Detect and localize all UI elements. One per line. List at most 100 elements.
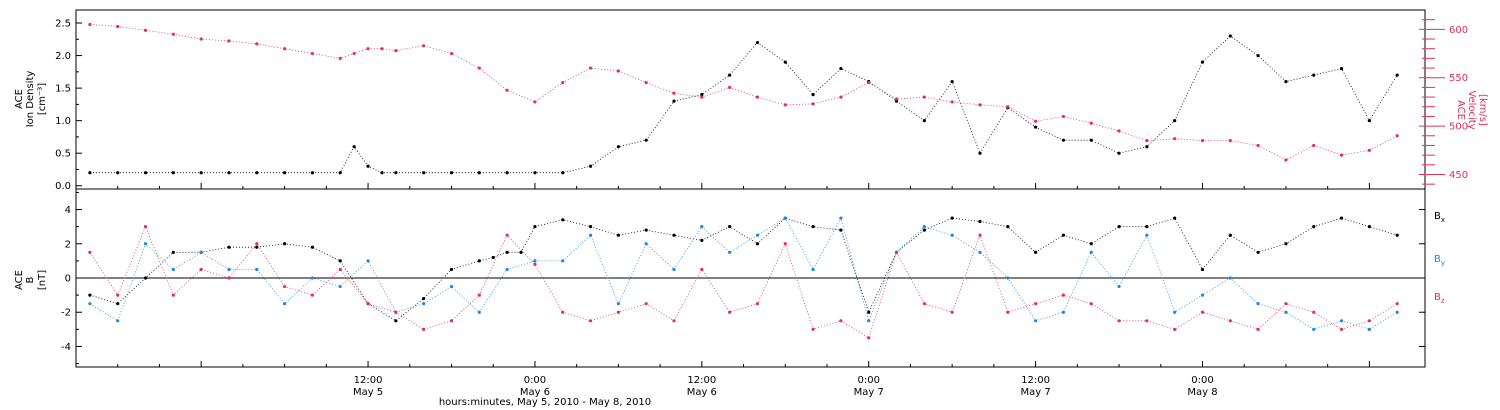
- bx-point: [1006, 225, 1010, 229]
- bx-point: [1173, 216, 1177, 220]
- velocity-point: [672, 91, 676, 95]
- velocity-tick-label: 450: [1449, 170, 1468, 181]
- velocity-tick-label: 550: [1449, 73, 1468, 84]
- x-tick-time-label: 0:00: [524, 375, 546, 386]
- by-point: [616, 302, 620, 306]
- by-point: [1089, 250, 1093, 254]
- by-point: [1061, 310, 1066, 314]
- x-axis-title: hours:minutes, May 5, 2010 - May 8, 2010: [439, 397, 651, 408]
- bz-point: [588, 319, 593, 323]
- bz-point: [1200, 310, 1205, 314]
- velocity-ylabel-line2: Velocity: [1466, 90, 1477, 129]
- density-point: [143, 171, 148, 175]
- bz-point: [1006, 310, 1010, 314]
- density-ylabel-line3: [cm⁻³]: [37, 83, 48, 115]
- bfield-ylabel-line2: B: [25, 276, 36, 283]
- bz-point: [227, 276, 231, 280]
- velocity-point: [505, 88, 509, 92]
- velocity-point: [1395, 134, 1399, 138]
- bfield-ylabel-line3: [nT]: [37, 270, 48, 290]
- velocity-point: [588, 66, 593, 70]
- bx-point: [1339, 216, 1344, 220]
- velocity-point: [1006, 105, 1010, 109]
- density-point: [255, 171, 259, 175]
- density-point: [394, 171, 398, 175]
- velocity-point: [755, 95, 760, 99]
- density-point: [283, 171, 287, 175]
- velocity-ylabel-line3: [km/s]: [1477, 94, 1488, 126]
- bx-point: [950, 216, 954, 220]
- by-point: [811, 267, 815, 272]
- bz-point: [1173, 327, 1177, 331]
- density-ylabel-line2: Ion Density: [25, 71, 36, 128]
- bottom-panel-axes: -4 -2 0 2 4: [61, 191, 1425, 365]
- velocity-point: [143, 28, 148, 32]
- velocity-point: [1339, 153, 1344, 157]
- velocity-point: [477, 66, 481, 70]
- by-point: [116, 319, 120, 323]
- velocity-point: [310, 51, 315, 56]
- density-point: [477, 171, 481, 175]
- velocity-point: [1256, 143, 1260, 148]
- velocity-tick-label: 600: [1449, 25, 1468, 36]
- bfield-tick-label: -4: [61, 342, 71, 353]
- bfield-tick-label: 2: [65, 239, 71, 250]
- bx-point: [338, 259, 342, 263]
- bx-trace: [89, 217, 1398, 322]
- bx-point: [561, 218, 565, 222]
- density-tick-label: 1.5: [55, 84, 71, 95]
- density-trace: [89, 35, 1398, 174]
- x-tick-day-label: May 8: [1187, 387, 1217, 398]
- bx-point: [255, 245, 259, 249]
- top-panel-series: [88, 22, 1399, 175]
- by-point: [922, 225, 926, 229]
- velocity-point: [894, 97, 899, 101]
- density-point: [1339, 66, 1344, 71]
- velocity-point: [922, 95, 926, 99]
- density-point: [783, 60, 787, 64]
- bfield-tick-label: -2: [61, 308, 71, 319]
- density-point: [338, 171, 342, 175]
- bx-point: [811, 225, 815, 229]
- by-point: [588, 233, 593, 237]
- density-point: [561, 171, 565, 175]
- density-point: [1089, 138, 1093, 142]
- bz-point: [1256, 327, 1260, 331]
- velocity-point: [1173, 137, 1177, 141]
- density-point: [700, 93, 704, 97]
- x-tick-day-label: May 6: [687, 387, 717, 398]
- bx-point: [227, 245, 231, 249]
- bx-point: [867, 310, 871, 314]
- x-tick-time-label: 12:00: [354, 375, 383, 386]
- velocity-point: [394, 49, 398, 53]
- bz-point: [1284, 302, 1288, 306]
- velocity-point: [380, 47, 384, 51]
- density-velocity-panel: [75, 9, 1426, 190]
- velocity-point: [783, 103, 787, 107]
- density-tick-label: 2.5: [55, 19, 71, 30]
- density-point: [533, 171, 537, 175]
- legend-bx: Bx: [1434, 211, 1445, 224]
- velocity-point: [978, 103, 982, 107]
- by-point: [755, 233, 760, 237]
- bx-point: [533, 225, 537, 229]
- density-point: [1395, 73, 1399, 77]
- velocity-point: [1117, 129, 1121, 133]
- bx-point: [505, 250, 509, 254]
- by-point: [88, 302, 92, 306]
- x-tick-day-label: May 6: [520, 387, 550, 398]
- bx-point: [588, 225, 593, 229]
- bz-point: [839, 319, 843, 323]
- bx-point: [491, 255, 495, 260]
- density-point: [978, 151, 982, 155]
- by-point: [1173, 310, 1177, 314]
- legend-by: By: [1434, 254, 1445, 267]
- bz-point: [199, 267, 203, 272]
- velocity-point: [227, 39, 231, 43]
- bx-point: [616, 233, 620, 237]
- by-trace: [89, 217, 1398, 330]
- bx-point: [171, 250, 175, 254]
- density-point: [380, 171, 384, 175]
- bz-point: [310, 293, 315, 297]
